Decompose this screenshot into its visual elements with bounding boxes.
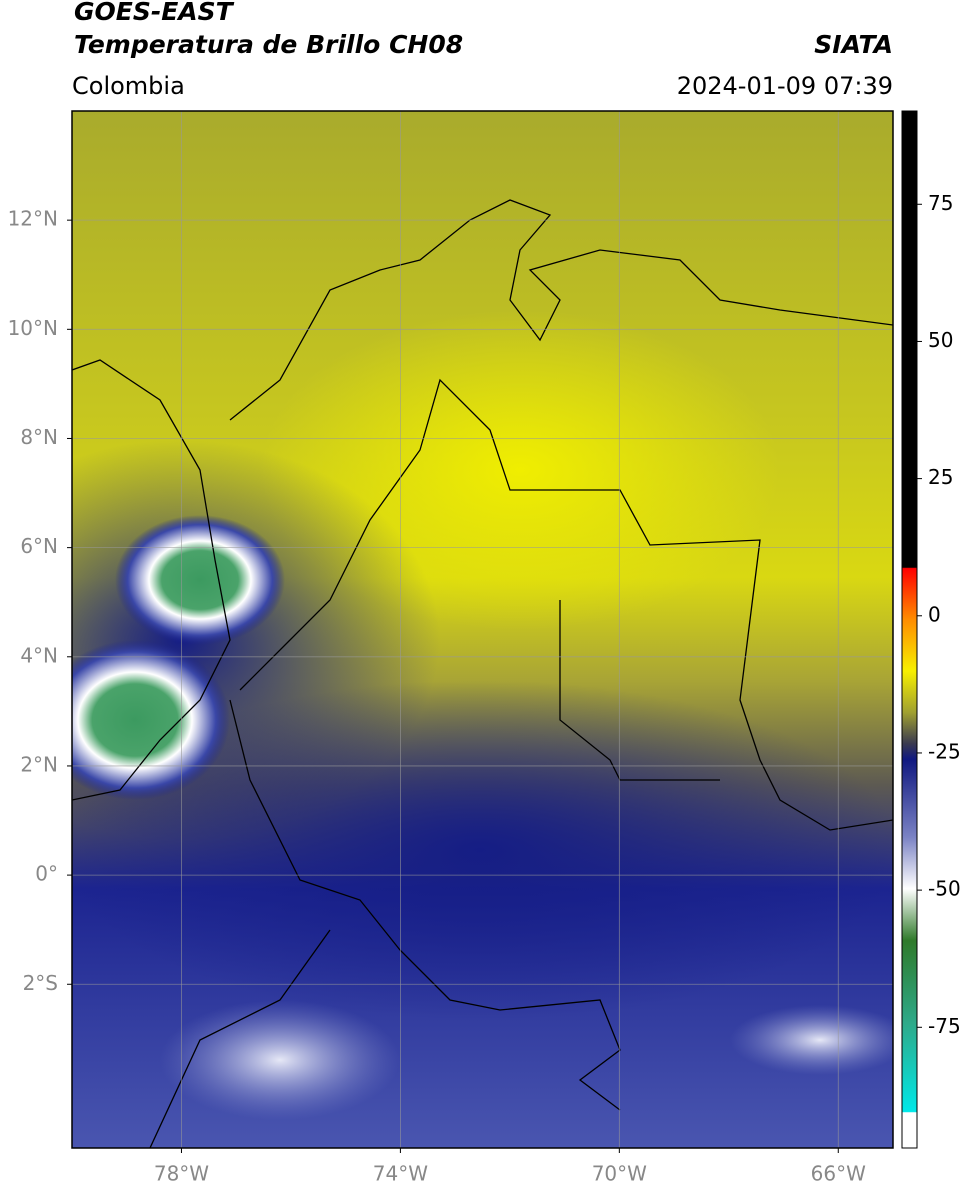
subtitle: Temperatura de Brillo CH08 — [74, 30, 463, 59]
colorbar-tick-label: 75 — [928, 191, 953, 215]
datetime: 2024-01-09 07:39 — [677, 72, 893, 100]
y-tick-label: 4°N — [20, 643, 58, 667]
x-tick-label: 66°W — [811, 1162, 866, 1186]
colorbar-tick-label: -25 — [928, 739, 961, 763]
x-tick-label: 74°W — [373, 1162, 428, 1186]
source: SIATA — [814, 30, 893, 59]
x-tick-label: 70°W — [592, 1162, 647, 1186]
colorbar-tick-label: -75 — [928, 1014, 961, 1038]
grid — [72, 111, 893, 1148]
y-tick-label: 6°N — [20, 534, 58, 558]
map-frame — [71, 110, 894, 1149]
y-tick-label: 8°N — [20, 425, 58, 449]
colorbar-tick-label: 50 — [928, 328, 953, 352]
colorbar-tick-label: 25 — [928, 465, 953, 489]
x-tick-label: 78°W — [154, 1162, 209, 1186]
y-tick-label: 12°N — [8, 207, 58, 231]
y-tick-label: 10°N — [8, 316, 58, 340]
region: Colombia — [72, 72, 185, 100]
colorbar — [901, 110, 918, 1149]
title: GOES-EAST — [74, 0, 235, 26]
satellite-image — [72, 111, 893, 1148]
colorbar-tick-label: 0 — [928, 602, 941, 626]
y-tick-label: 2°S — [23, 971, 58, 995]
colorbar-tick-label: -50 — [928, 877, 961, 901]
y-tick-label: 2°N — [20, 752, 58, 776]
y-tick-label: 0° — [35, 862, 58, 886]
